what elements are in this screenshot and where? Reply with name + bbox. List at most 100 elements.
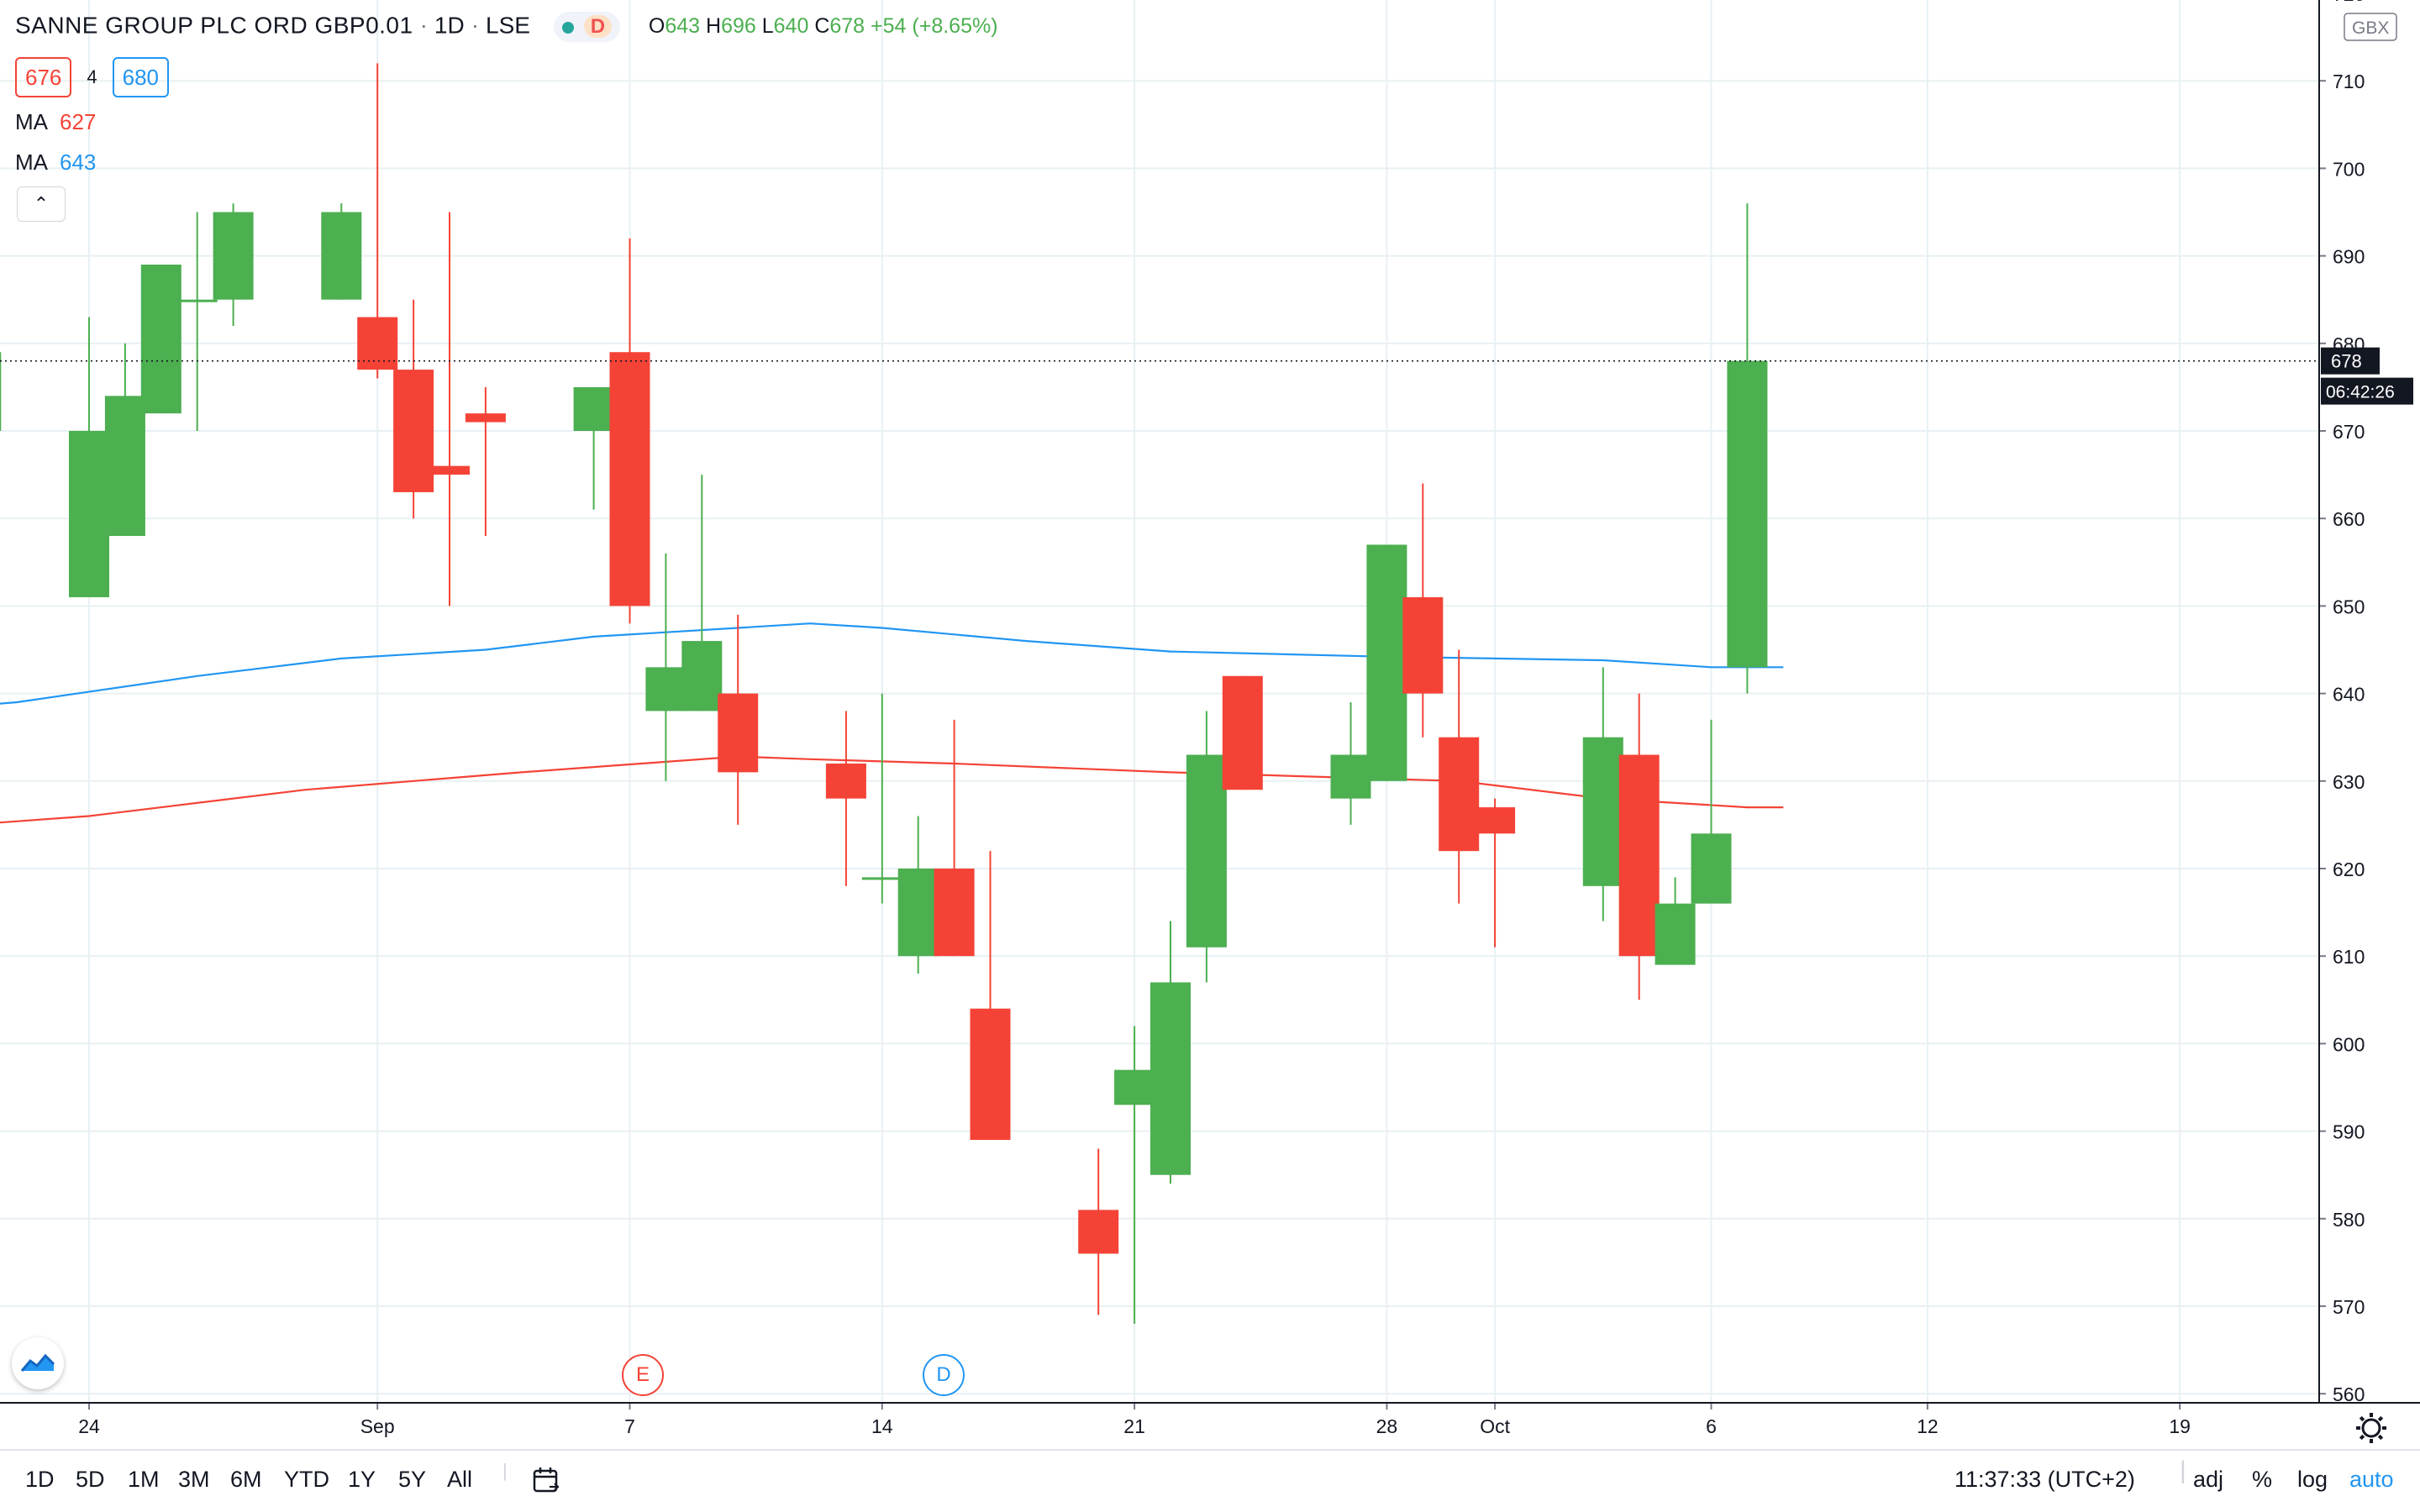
timeframe-ytd[interactable]: YTD: [284, 1467, 329, 1492]
candle-up[interactable]: [573, 386, 614, 510]
auto-scale-toggle[interactable]: auto: [2349, 1467, 2394, 1492]
price-tick-label: 670: [2333, 421, 2365, 443]
chevron-up-icon: ⌃: [33, 193, 50, 214]
candle-up[interactable]: [1330, 702, 1371, 825]
candle-down[interactable]: [825, 711, 866, 886]
candle-body: [681, 641, 723, 711]
candle-up[interactable]: [1150, 921, 1191, 1184]
candle-up[interactable]: [1186, 711, 1227, 983]
bar-countdown: 06:42:26: [2326, 383, 2395, 402]
timeframe-all[interactable]: All: [447, 1467, 473, 1492]
candle-down[interactable]: [934, 719, 975, 957]
price-tick-label: 600: [2333, 1033, 2365, 1055]
delayed-badge: D: [583, 15, 613, 38]
currency-badge: [2344, 13, 2397, 41]
price-tick-label: 610: [2333, 946, 2365, 968]
candles[interactable]: [0, 63, 1768, 1324]
date-tick-label: Sep: [360, 1415, 395, 1437]
indicator-ma-fast[interactable]: MA 627: [15, 109, 96, 135]
candle-up[interactable]: [1691, 719, 1732, 904]
timeframe-5y[interactable]: 5Y: [398, 1467, 427, 1492]
candle-body: [645, 667, 687, 711]
candle-down[interactable]: [1222, 675, 1263, 790]
indicator-ma-slow[interactable]: MA 643: [15, 150, 96, 176]
settings-gear-icon[interactable]: [2356, 1413, 2386, 1443]
timeframe-1m[interactable]: 1M: [128, 1467, 160, 1492]
date-tick-label: 14: [871, 1415, 893, 1437]
candle-up[interactable]: [69, 317, 109, 597]
timeframe-3m[interactable]: 3M: [178, 1467, 210, 1492]
candle-down[interactable]: [609, 238, 650, 624]
clock-timezone[interactable]: 11:37:33 (UTC+2): [1954, 1467, 2135, 1492]
symbol-title[interactable]: SANNE GROUP PLC ORD GBP0.01: [15, 12, 413, 39]
candle-down[interactable]: [1618, 693, 1660, 1000]
candle-up[interactable]: [104, 343, 145, 537]
date-range-button[interactable]: [529, 1463, 563, 1503]
market-status-pill[interactable]: D: [553, 12, 621, 42]
candle-down[interactable]: [465, 386, 506, 537]
price-tick-label: 560: [2333, 1383, 2365, 1405]
candle-body: [465, 413, 506, 423]
log-scale-toggle[interactable]: log: [2297, 1467, 2328, 1492]
candle-down[interactable]: [393, 299, 434, 519]
timeframe-1d[interactable]: 1D: [25, 1467, 55, 1492]
separator-dot: ·: [471, 12, 480, 39]
adj-toggle[interactable]: adj: [2193, 1467, 2224, 1492]
candle-up[interactable]: [213, 203, 254, 326]
candle-up[interactable]: [861, 693, 902, 904]
candle-up[interactable]: [1366, 544, 1407, 781]
high-value: 696: [721, 14, 756, 39]
candle-down[interactable]: [1475, 798, 1516, 948]
timeframe-1y[interactable]: 1Y: [348, 1467, 376, 1492]
candle-body: [970, 1008, 1011, 1141]
candle-up[interactable]: [1727, 203, 1768, 694]
date-tick-label: 7: [624, 1415, 635, 1437]
candle-up[interactable]: [897, 816, 939, 974]
date-tick-label: 19: [2169, 1415, 2191, 1437]
logo-icon: [20, 1353, 55, 1372]
candle-down[interactable]: [1078, 1148, 1119, 1315]
interval-label[interactable]: 1D: [434, 12, 465, 39]
candle-up[interactable]: [1582, 667, 1623, 921]
candle-body: [1114, 1069, 1155, 1105]
symbol-legend: SANNE GROUP PLC ORD GBP0.01 · 1D · LSE D O64…: [15, 12, 998, 42]
candle-body: [429, 465, 470, 475]
price-tick-label: 690: [2333, 246, 2365, 268]
candle-down[interactable]: [718, 614, 759, 825]
candle-down[interactable]: [970, 851, 1011, 1141]
candle-down[interactable]: [1439, 649, 1480, 904]
toolbar-divider: |: [2180, 1457, 2186, 1484]
earnings-event-marker[interactable]: E: [622, 1354, 664, 1396]
candle-down[interactable]: [357, 63, 398, 379]
moving-averages: [0, 622, 1784, 824]
candle-body: [897, 869, 939, 957]
candle-up[interactable]: [140, 265, 182, 414]
timeframe-5d[interactable]: 5D: [76, 1467, 105, 1492]
price-tick-label: 590: [2333, 1121, 2365, 1143]
candle-down[interactable]: [1402, 483, 1444, 738]
candle-up[interactable]: [321, 203, 362, 300]
sell-price-button[interactable]: 676: [15, 57, 72, 97]
candle-up[interactable]: [0, 352, 2, 615]
timeframe-6m[interactable]: 6M: [230, 1467, 262, 1492]
candle-down[interactable]: [429, 212, 470, 606]
candle-up[interactable]: [176, 212, 218, 432]
low-label: L: [761, 14, 774, 39]
indicator-label: MA: [15, 109, 48, 134]
currency-label: GBX: [2352, 18, 2389, 38]
candle-up[interactable]: [1114, 1026, 1155, 1324]
candle-up[interactable]: [1655, 877, 1696, 965]
collapse-legend-button[interactable]: ⌃: [17, 186, 66, 222]
dividend-event-marker[interactable]: D: [923, 1354, 965, 1396]
candle-body: [1439, 737, 1480, 852]
buy-price-button[interactable]: 680: [112, 57, 170, 97]
candle-up[interactable]: [681, 475, 723, 711]
candle-body: [1186, 754, 1227, 948]
tradingview-logo[interactable]: [12, 1337, 64, 1389]
candle-up[interactable]: [645, 553, 687, 781]
price-tick-label: 710: [2333, 71, 2365, 92]
percent-scale-toggle[interactable]: %: [2252, 1467, 2273, 1492]
date-tick-label: 24: [78, 1415, 100, 1437]
high-label: H: [706, 14, 722, 39]
